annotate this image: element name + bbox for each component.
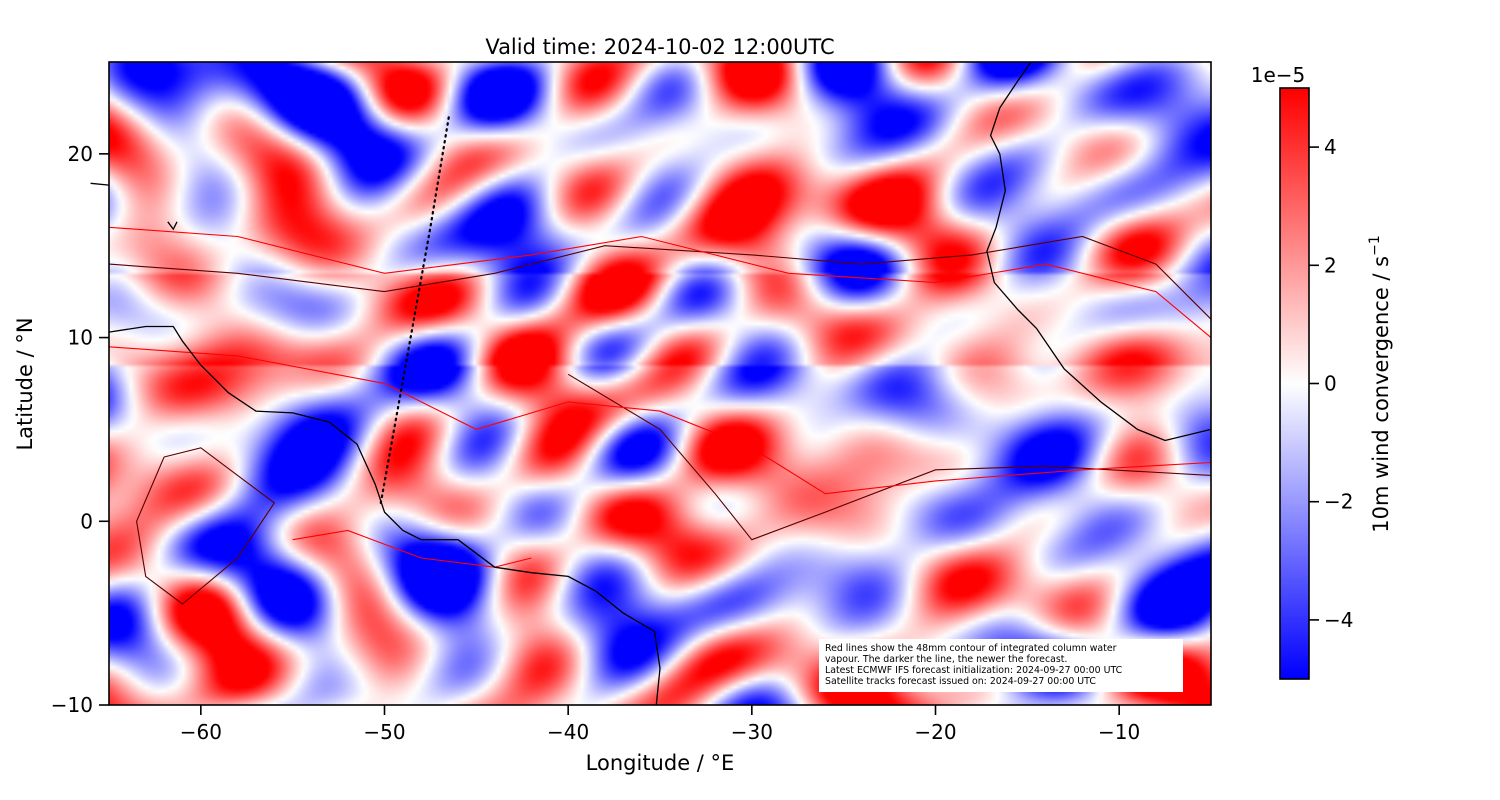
colorbar-tick-label: 2	[1324, 253, 1337, 277]
y-tick-label: 0	[80, 509, 93, 533]
x-axis: −60 −50 −40 −30 −20 −10	[180, 705, 1140, 744]
y-tick-label: 10	[68, 326, 93, 350]
y-tick-label: 20	[68, 142, 93, 166]
y-axis: −10 0 10 20	[51, 142, 109, 717]
water-vapour-contour	[108, 346, 1212, 495]
plot-frame	[108, 61, 1212, 706]
coastline	[108, 325, 661, 706]
colorbar-tick-label: 4	[1324, 135, 1337, 159]
colorbar-axis: −4 −2 0 2 4	[1309, 135, 1353, 632]
annotation-background	[819, 639, 1183, 692]
annotation-line-4: Satellite tracks forecast issued on: 202…	[825, 676, 1096, 687]
water-vapour-contour	[136, 447, 276, 605]
x-tick-label: −50	[363, 720, 405, 744]
x-tick-label: −20	[914, 720, 956, 744]
x-axis-label: Longitude / °E	[586, 751, 735, 775]
y-axis-label: Latitude / °N	[13, 317, 37, 450]
coastline	[90, 182, 110, 186]
annotation-line-2: vapour. The darker the line, the newer t…	[825, 654, 1067, 665]
water-vapour-contour	[108, 226, 1212, 339]
coastline	[167, 221, 178, 231]
convergence-field	[109, 62, 1211, 705]
annotation-line-3: Latest ECMWF IFS forecast initialization…	[825, 665, 1123, 676]
colorbar-frame	[1279, 87, 1310, 680]
colorbar-gradient	[1280, 88, 1309, 679]
chart-title: Valid time: 2024-10-02 12:00UTC	[485, 35, 834, 59]
water-vapour-contour	[108, 235, 1212, 320]
colorbar-offset-text: 1e−5	[1251, 63, 1306, 87]
colorbar-tick-label: −2	[1324, 490, 1353, 514]
y-tick-label: −10	[51, 693, 93, 717]
annotation-box: Red lines show the 48mm contour of integ…	[819, 639, 1183, 692]
coastline	[986, 61, 1212, 442]
satellite-track	[379, 115, 450, 504]
colorbar-label-text: 10m wind convergence / s	[1369, 256, 1393, 533]
x-tick-label: −30	[731, 720, 773, 744]
colorbar-tick-label: −4	[1324, 608, 1353, 632]
water-vapour-contour	[292, 529, 532, 568]
colorbar-label-exponent: −1	[1367, 235, 1383, 256]
water-vapour-contour	[567, 373, 1212, 541]
colorbar-label: 10m wind convergence / s−1	[1367, 235, 1393, 533]
colorbar-tick-label: 0	[1324, 372, 1337, 396]
annotation-line-1: Red lines show the 48mm contour of integ…	[825, 643, 1117, 654]
x-tick-label: −10	[1098, 720, 1140, 744]
map-overlay	[90, 61, 1212, 706]
x-tick-label: −60	[180, 720, 222, 744]
x-tick-label: −40	[547, 720, 589, 744]
